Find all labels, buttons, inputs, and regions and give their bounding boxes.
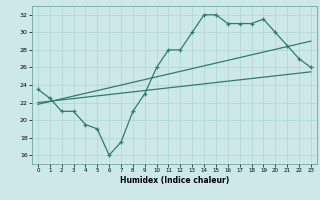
X-axis label: Humidex (Indice chaleur): Humidex (Indice chaleur) [120,176,229,185]
